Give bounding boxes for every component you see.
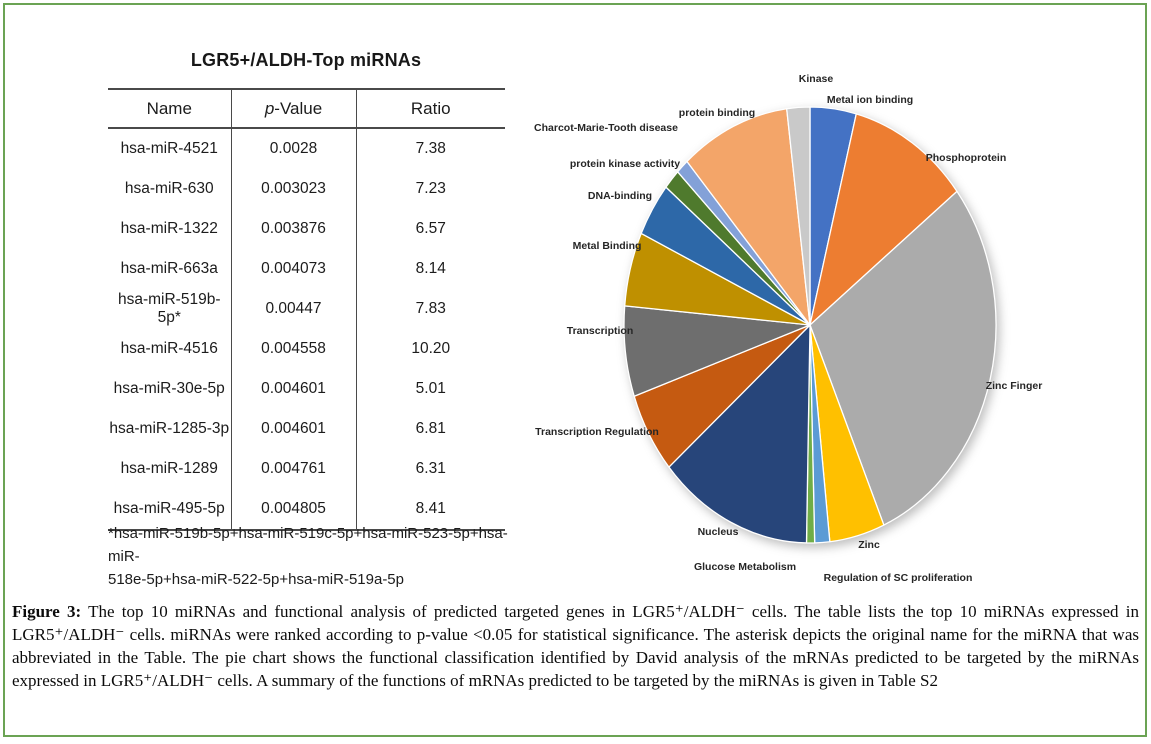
table-row: hsa-miR-1285-3p 0.004601 6.81 <box>108 409 505 449</box>
pie-slice-label: Zinc <box>858 539 880 551</box>
table-cell: hsa-miR-663a <box>120 260 218 277</box>
pie-slice-label: Glucose Metabolism <box>693 561 797 573</box>
pie-slice <box>686 108 811 326</box>
mirna-table: Name p-Value Ratio hsa-miR-4521 0.0028 7.3… <box>108 88 505 531</box>
table-cell: hsa-miR-1289 <box>120 460 218 477</box>
table-row: hsa-miR-4521 0.0028 7.38 <box>108 128 505 169</box>
table-cell: 6.81 <box>355 409 505 449</box>
pie-slice <box>809 190 997 526</box>
table-header-row: Name p-Value Ratio <box>108 89 505 129</box>
pie-slice-label: Metal ion binding <box>826 94 914 106</box>
table-cell: hsa-miR-4521 <box>120 140 218 157</box>
table-footnote: *hsa-miR-519b-5p+hsa-miR-519c-5p+hsa-miR… <box>108 522 538 591</box>
table-cell: 0.004601 <box>230 409 356 449</box>
mirna-table-body: hsa-miR-4521 0.0028 7.38 hsa-miR-630 0.00302… <box>108 128 505 530</box>
table-cell: hsa-miR-30e-5p <box>113 380 225 397</box>
pie-slices <box>623 106 997 544</box>
table-cell: 0.004601 <box>230 369 356 409</box>
pie-slice-label: Transcription <box>566 325 634 337</box>
pie-slice-label: protein binding <box>678 107 756 119</box>
table-cell: hsa-miR-519b-5p* <box>117 291 221 326</box>
table-cell: 6.57 <box>355 209 505 249</box>
table-cell: 7.83 <box>355 289 505 329</box>
table-row: hsa-miR-495-5p 0.004805 8.41 <box>108 489 505 530</box>
table-cell: 6.31 <box>355 449 505 489</box>
pie-slice-label: Regulation of SC proliferation <box>823 572 973 584</box>
table-cell: 0.004558 <box>230 329 356 369</box>
table-cell: 0.004805 <box>230 489 356 530</box>
table-cell: hsa-miR-630 <box>124 180 214 197</box>
table-cell: 0.003023 <box>230 169 356 209</box>
table-row: hsa-miR-1322 0.003876 6.57 <box>108 209 505 249</box>
pie-slice-label: Nucleus <box>697 526 739 538</box>
table-cell: 0.004073 <box>230 249 356 289</box>
column-header-pvalue: p-Value <box>230 89 356 129</box>
table-cell: hsa-miR-4516 <box>120 340 218 357</box>
table-row: hsa-miR-4516 0.004558 10.20 <box>108 329 505 369</box>
pie-slice-label: Metal Binding <box>572 240 642 252</box>
pie-slice-label: Zinc Finger <box>985 380 1043 392</box>
table-cell: 8.41 <box>355 489 505 530</box>
pie-slice <box>786 106 811 326</box>
column-header-ratio: Ratio <box>355 89 505 129</box>
table-cell: hsa-miR-495-5p <box>113 500 225 517</box>
table-cell: 7.38 <box>355 128 505 169</box>
table-row: hsa-miR-630 0.003023 7.23 <box>108 169 505 209</box>
table-cell: 8.14 <box>355 249 505 289</box>
table-cell: hsa-miR-1322 <box>120 220 218 237</box>
pie-slice-label: Transcription Regulation <box>535 426 659 438</box>
table-cell: 0.004761 <box>230 449 356 489</box>
table-row: hsa-miR-663a 0.004073 8.14 <box>108 249 505 289</box>
table-cell: 0.0028 <box>230 128 356 169</box>
pie-slice <box>668 324 811 544</box>
table-row: hsa-miR-30e-5p 0.004601 5.01 <box>108 369 505 409</box>
table-row: hsa-miR-519b-5p* 0.00447 7.83 <box>108 289 505 329</box>
figure-caption: Figure 3: The top 10 miRNAs and function… <box>12 600 1139 692</box>
footnote-line: 518e-5p+hsa-miR-522-5p+hsa-miR-519a-5p <box>108 571 404 588</box>
table-cell: 10.20 <box>355 329 505 369</box>
pie-slice-label: protein kinase activity <box>569 158 681 170</box>
pie-slice-label: Charcot-Marie-Tooth disease <box>534 122 678 134</box>
functional-pie-chart: Metal ion binding Phosphoprotein Zinc Fing… <box>530 55 1150 600</box>
table-title: LGR5+/ALDH-Top miRNAs <box>190 50 422 70</box>
column-header-name: Name <box>108 89 231 129</box>
pie-slice-label: Phosphoprotein <box>925 152 1007 164</box>
pie-slice-label: DNA-binding <box>587 190 653 202</box>
table-cell: hsa-miR-1285-3p <box>109 420 230 437</box>
table-cell: 7.23 <box>355 169 505 209</box>
table-cell: 0.003876 <box>230 209 356 249</box>
pie-svg <box>623 106 997 544</box>
figure-caption-text: The top 10 miRNAs and functional analysi… <box>12 602 1139 690</box>
footnote-line: *hsa-miR-519b-5p+hsa-miR-519c-5p+hsa-miR… <box>108 525 508 565</box>
table-cell: 5.01 <box>355 369 505 409</box>
pie-slice <box>809 113 958 326</box>
table-cell: 0.00447 <box>230 289 356 329</box>
table-row: hsa-miR-1289 0.004761 6.31 <box>108 449 505 489</box>
figure-caption-label: Figure 3: <box>12 602 82 621</box>
pie-slice-label: Kinase <box>798 73 834 85</box>
